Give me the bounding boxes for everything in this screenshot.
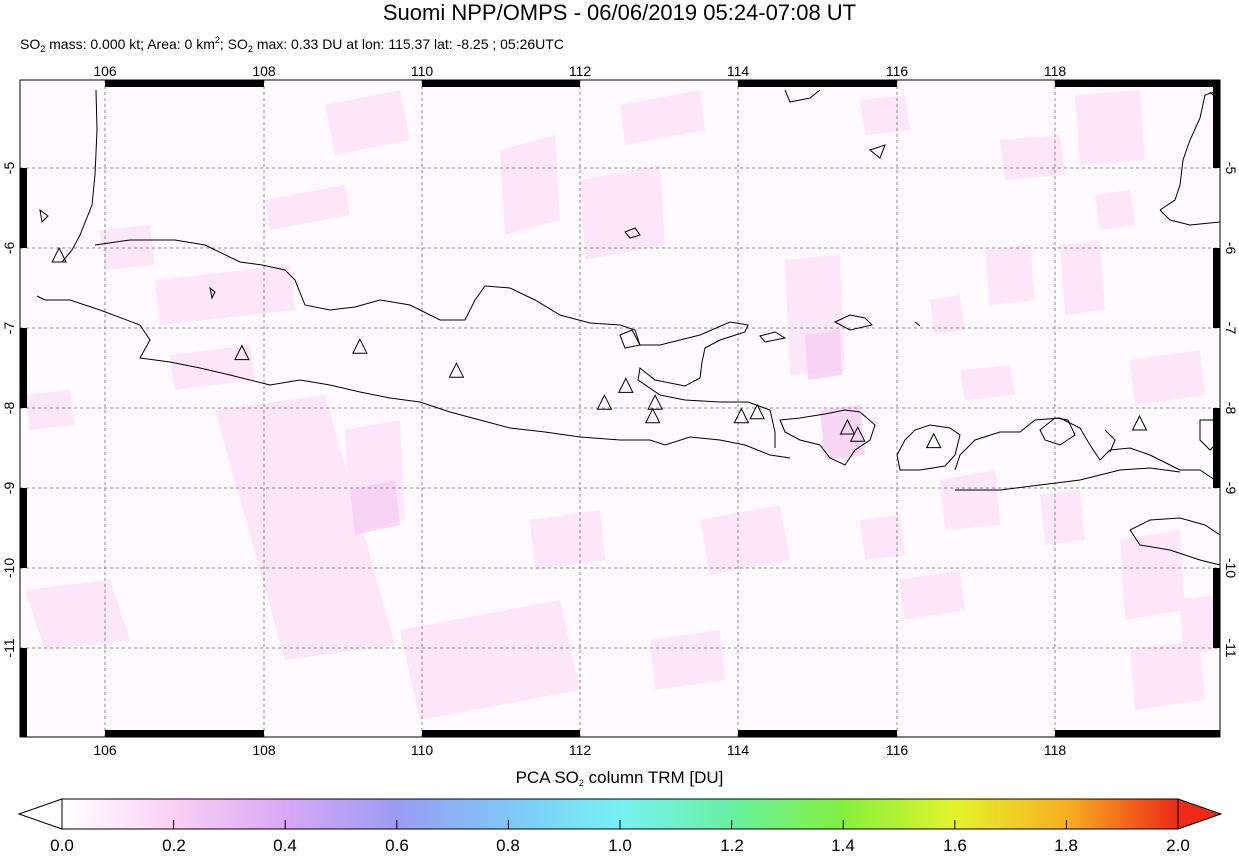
lon-tick-label: 114 [727, 63, 750, 79]
lon-tick-label: 116 [886, 63, 909, 79]
lon-tick-label: 112 [569, 742, 592, 758]
lat-tick-label: -7 [1223, 322, 1239, 335]
volcano-triangle-icon [644, 407, 661, 424]
frame-border [20, 80, 1220, 737]
lat-tick-label: -10 [1, 558, 17, 578]
colorbar-tick-label: 0.8 [496, 836, 520, 855]
lat-tick-label: -8 [1223, 402, 1239, 415]
lat-tick-label: -5 [1223, 162, 1239, 175]
lat-tick-label: -8 [1, 402, 17, 415]
coastlines [36, 89, 1220, 566]
lon-tick-label: 108 [252, 63, 276, 79]
lon-tick-label: 114 [727, 742, 750, 758]
lat-tick-label: -10 [1223, 558, 1239, 578]
lat-labels-left: -5 -6 -7 -8 -9 -10 -11 [1, 162, 17, 658]
volcano-triangle-icon [448, 362, 465, 378]
colorbar [17, 798, 1223, 830]
colorbar-tick-label: 0.6 [385, 836, 409, 855]
colorbar-tick-label: 1.2 [720, 836, 744, 855]
lat-labels-right: -5 -6 -7 -8 -9 -10 -11 [1223, 162, 1239, 658]
lat-tick-label: -9 [1, 482, 17, 495]
colorbar-label: PCA SO2 column TRM [DU] [515, 768, 724, 788]
colorbar-tick-label: 0.0 [50, 836, 74, 855]
graticule [20, 80, 1220, 737]
lat-tick-label: -9 [1223, 482, 1239, 495]
map-title: Suomi NPP/OMPS - 06/06/2019 05:24-07:08 … [382, 0, 857, 25]
lat-tick-label: -6 [1223, 242, 1239, 255]
volcano-triangle-icon [1131, 414, 1148, 431]
colorbar-under-arrow [17, 798, 63, 830]
lat-tick-label: -5 [1, 162, 17, 175]
volcano-triangle-icon [749, 403, 766, 420]
lon-tick-label: 106 [93, 63, 117, 79]
lon-tick-label: 118 [1044, 742, 1067, 758]
colorbar-over-arrow [1177, 798, 1223, 830]
volcano-triangle-icon [596, 394, 613, 410]
lon-tick-label: 118 [1044, 63, 1067, 79]
volcano-triangle-icon [733, 407, 750, 424]
lon-tick-label: 110 [411, 742, 434, 758]
volcano-triangle-icon [849, 426, 866, 442]
colorbar-tick-label: 1.4 [831, 836, 855, 855]
colorbar-tick-label: 0.4 [273, 836, 297, 855]
lon-tick-label: 112 [569, 63, 592, 79]
volcano-triangle-icon [51, 246, 67, 263]
lon-tick-label: 110 [411, 63, 434, 79]
volcano-triangle-icon [647, 394, 663, 410]
lat-tick-label: -11 [1, 638, 17, 657]
volcano-triangle-icon [352, 338, 368, 354]
lon-tick-label: 116 [886, 742, 909, 758]
lat-tick-label: -6 [1, 242, 17, 255]
colorbar-tick-label: 1.6 [943, 836, 967, 855]
lat-tick-label: -7 [1, 322, 17, 335]
lon-tick-label: 108 [252, 742, 276, 758]
lon-tick-label: 106 [93, 742, 117, 758]
lat-tick-label: -11 [1223, 638, 1239, 657]
colorbar-tick-label: 1.0 [608, 836, 632, 855]
volcano-triangle-icon [234, 344, 250, 361]
colorbar-tick-label: 1.8 [1054, 836, 1078, 855]
lon-labels-bottom: 106 108 110 112 114 116 118 [93, 742, 1066, 758]
map-subtitle: SO2 mass: 0.000 kt; Area: 0 km2; SO2 max… [20, 35, 564, 54]
volcano-triangle-icon [925, 432, 942, 449]
colorbar-tick-label: 2.0 [1166, 836, 1190, 855]
volcano-markers [51, 246, 1148, 449]
colorbar-tick-label: 0.2 [162, 836, 186, 855]
lon-labels-top: 106 108 110 112 114 116 118 [93, 63, 1066, 79]
volcano-triangle-icon [617, 377, 634, 393]
volcano-triangle-icon [839, 418, 856, 435]
